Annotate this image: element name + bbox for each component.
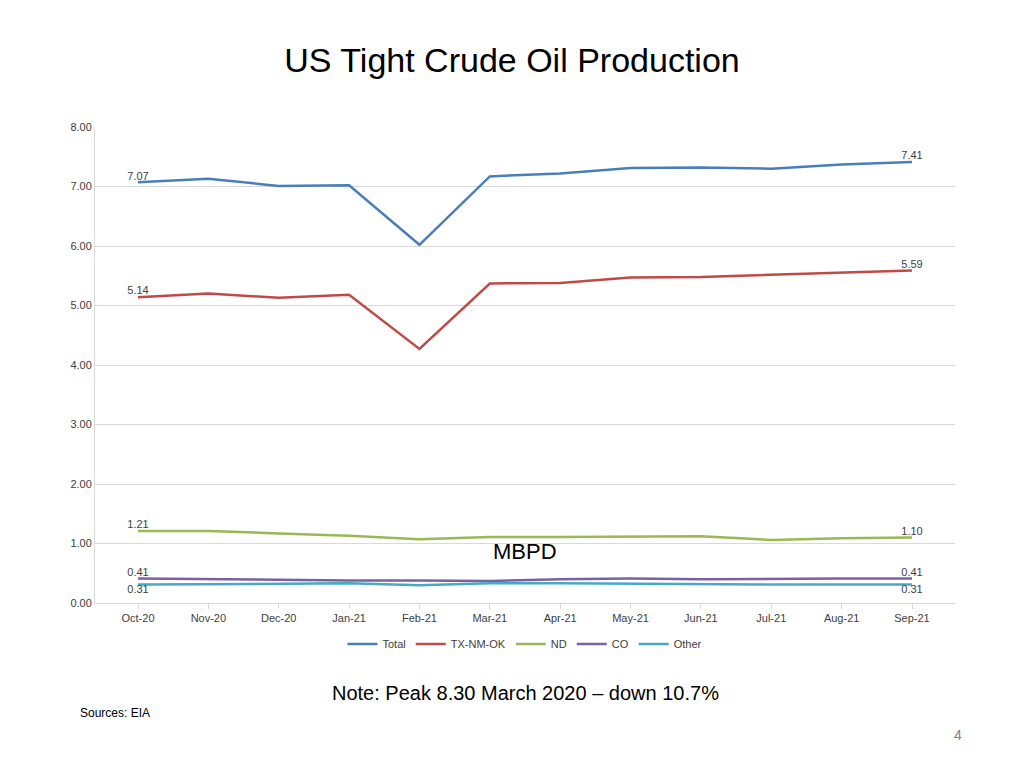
svg-text:Sources: EIA: Sources: EIA <box>80 706 150 720</box>
svg-text:8.00: 8.00 <box>70 121 91 133</box>
svg-text:4.00: 4.00 <box>70 359 91 371</box>
svg-text:7.07: 7.07 <box>127 170 148 182</box>
svg-text:1.10: 1.10 <box>901 525 922 537</box>
svg-text:7.00: 7.00 <box>70 180 91 192</box>
svg-text:0.31: 0.31 <box>127 583 148 595</box>
svg-text:Feb-21: Feb-21 <box>402 612 437 624</box>
svg-text:Jan-21: Jan-21 <box>332 612 366 624</box>
svg-text:0.00: 0.00 <box>70 597 91 609</box>
svg-text:Aug-21: Aug-21 <box>824 612 859 624</box>
svg-text:Nov-20: Nov-20 <box>191 612 226 624</box>
svg-text:1.00: 1.00 <box>70 537 91 549</box>
svg-text:US Tight Crude Oil Production: US Tight Crude Oil Production <box>284 41 739 79</box>
svg-text:Jun-21: Jun-21 <box>684 612 718 624</box>
svg-text:Apr-21: Apr-21 <box>544 612 577 624</box>
svg-text:0.41: 0.41 <box>901 566 922 578</box>
svg-text:Note: Peak 8.30 March 2020 – d: Note: Peak 8.30 March 2020 – down 10.7% <box>332 682 719 704</box>
svg-text:1.21: 1.21 <box>127 518 148 530</box>
svg-text:CO: CO <box>612 638 629 650</box>
svg-text:7.41: 7.41 <box>901 149 922 161</box>
svg-text:Dec-20: Dec-20 <box>261 612 296 624</box>
svg-text:Other: Other <box>674 638 702 650</box>
svg-text:ND: ND <box>551 638 567 650</box>
svg-text:Oct-20: Oct-20 <box>121 612 154 624</box>
svg-text:0.41: 0.41 <box>127 566 148 578</box>
svg-text:5.14: 5.14 <box>127 284 148 296</box>
svg-text:3.00: 3.00 <box>70 418 91 430</box>
svg-text:0.31: 0.31 <box>901 583 922 595</box>
svg-text:4: 4 <box>954 727 962 743</box>
svg-text:6.00: 6.00 <box>70 240 91 252</box>
svg-text:Sep-21: Sep-21 <box>894 612 929 624</box>
svg-text:MBPD: MBPD <box>493 539 557 564</box>
svg-text:Mar-21: Mar-21 <box>472 612 507 624</box>
svg-text:5.00: 5.00 <box>70 299 91 311</box>
svg-text:TX-NM-OK: TX-NM-OK <box>451 638 506 650</box>
svg-text:2.00: 2.00 <box>70 478 91 490</box>
svg-text:Total: Total <box>383 638 406 650</box>
svg-text:Jul-21: Jul-21 <box>756 612 786 624</box>
svg-text:May-21: May-21 <box>612 612 649 624</box>
svg-text:5.59: 5.59 <box>901 258 922 270</box>
